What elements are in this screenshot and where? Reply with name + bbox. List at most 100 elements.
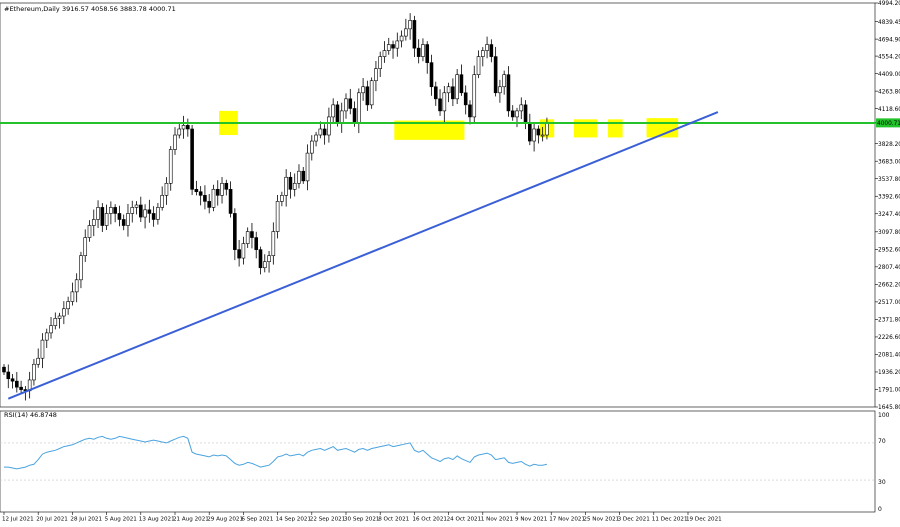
candle-body-82	[352, 108, 357, 124]
candle-body-69	[297, 170, 301, 184]
candle-body-65	[280, 195, 284, 202]
x-tick-label-20: 19 Dec 2021	[686, 517, 722, 523]
rsi-panel-frame	[0, 410, 876, 513]
candle-body-10	[44, 332, 49, 341]
candle-body-79	[339, 110, 344, 124]
candle-body-92	[395, 40, 400, 49]
candle-body-50	[215, 189, 220, 196]
y-tick-label-9: 3683.00	[878, 159, 900, 165]
candle-body-49	[211, 189, 216, 208]
x-tick-label-0: 12 Jul 2021	[2, 517, 34, 523]
candle-body-94	[404, 28, 408, 37]
candle-body-36	[156, 207, 160, 220]
candle-body-70	[301, 170, 306, 182]
candle-body-3	[15, 380, 19, 388]
x-tick-label-8: 14 Sep 2021	[276, 517, 312, 523]
candle-body-66	[284, 176, 288, 196]
y-tick-label-14: 2952.60	[878, 248, 900, 254]
candle-body-20	[87, 225, 92, 238]
x-tick-label-4: 13 Aug 2021	[139, 517, 175, 523]
candle-body-100	[429, 62, 434, 88]
y-tick-label-4: 4409.00	[878, 72, 900, 78]
candle-body-104	[446, 86, 451, 94]
candle-body-97	[416, 47, 421, 57]
candle-body-124	[532, 128, 536, 142]
candle-body-125	[536, 128, 541, 136]
candle-body-71	[305, 152, 310, 182]
candle-body-90	[386, 44, 391, 51]
current-price-label: 4000.71	[877, 121, 900, 127]
candle-body-117	[502, 74, 506, 88]
candle-body-35	[151, 213, 156, 220]
candle-body-68	[292, 182, 297, 190]
price-panel-frame	[0, 2, 876, 408]
x-tick-label-5: 21 Aug 2021	[173, 517, 209, 523]
x-tick-label-7: 6 Sep 2021	[241, 517, 273, 523]
y-tick-label-5: 4263.80	[878, 89, 900, 95]
rsi-level-100: 100	[878, 412, 890, 419]
candle-body-99	[425, 44, 430, 63]
y-tick-label-8: 3828.20	[878, 142, 900, 148]
candle-body-21	[91, 219, 96, 226]
candle-body-98	[421, 44, 425, 57]
candle-body-60	[258, 249, 263, 269]
candle-body-27	[117, 213, 122, 220]
candle-body-59	[254, 237, 259, 250]
x-tick-label-13: 24 Oct 2021	[447, 517, 482, 523]
candle-body-48	[207, 201, 211, 208]
candle-body-122	[523, 104, 528, 124]
candle-body-110	[472, 74, 477, 118]
candle-body-7	[32, 363, 36, 381]
candle-body-41	[177, 128, 182, 136]
candle-body-31	[134, 204, 139, 208]
candle-body-115	[493, 56, 498, 94]
candle-body-109	[468, 104, 472, 118]
candle-body-42	[181, 125, 186, 130]
candle-body-84	[361, 86, 365, 94]
candle-body-106	[455, 74, 459, 100]
candle-body-85	[365, 86, 370, 106]
candle-body-14	[62, 308, 66, 317]
candle-body-126	[540, 134, 545, 137]
current-price-marker	[876, 118, 900, 128]
candle-body-101	[433, 86, 438, 100]
candle-body-32	[139, 204, 143, 218]
candle-body-45	[194, 189, 199, 193]
x-tick-label-2: 28 Jul 2021	[70, 517, 102, 523]
x-tick-label-15: 9 Nov 2021	[515, 517, 548, 523]
candle-body-127	[545, 122, 549, 136]
y-tick-label-12: 3247.40	[878, 212, 900, 218]
candle-body-47	[203, 195, 207, 202]
candle-body-74	[318, 128, 323, 136]
header-symbol: #Ethereum,Daily	[4, 5, 60, 13]
candle-body-103	[442, 92, 447, 112]
candle-body-52	[224, 182, 229, 190]
x-tick-label-16: 17 Nov 2021	[549, 517, 585, 523]
header-ohlc: 3916.57 4058.56 3883.78 4000.71	[62, 5, 176, 13]
y-tick-label-16: 2662.20	[878, 283, 900, 289]
candle-body-29	[126, 213, 130, 226]
x-tick-label-14: 1 Nov 2021	[481, 517, 514, 523]
candle-body-43	[186, 125, 190, 130]
highlight-zone-1	[394, 120, 465, 140]
candle-body-13	[57, 315, 62, 319]
candle-body-30	[130, 207, 135, 214]
candle-body-17	[74, 279, 79, 293]
candle-body-95	[408, 20, 412, 30]
candle-body-62	[267, 255, 271, 263]
candle-body-118	[506, 74, 511, 112]
candle-body-111	[476, 56, 481, 75]
candle-body-93	[399, 35, 404, 42]
candle-body-116	[498, 86, 502, 94]
candle-body-64	[275, 201, 280, 232]
candle-body-23	[100, 207, 105, 226]
candle-body-107	[459, 74, 464, 94]
candle-body-34	[147, 209, 152, 214]
candle-body-78	[335, 104, 340, 124]
candles-group	[2, 13, 549, 401]
candle-body-19	[83, 237, 88, 256]
candle-body-18	[79, 255, 83, 281]
y-tick-label-22: 1791.00	[878, 388, 900, 394]
candle-body-113	[485, 44, 489, 51]
